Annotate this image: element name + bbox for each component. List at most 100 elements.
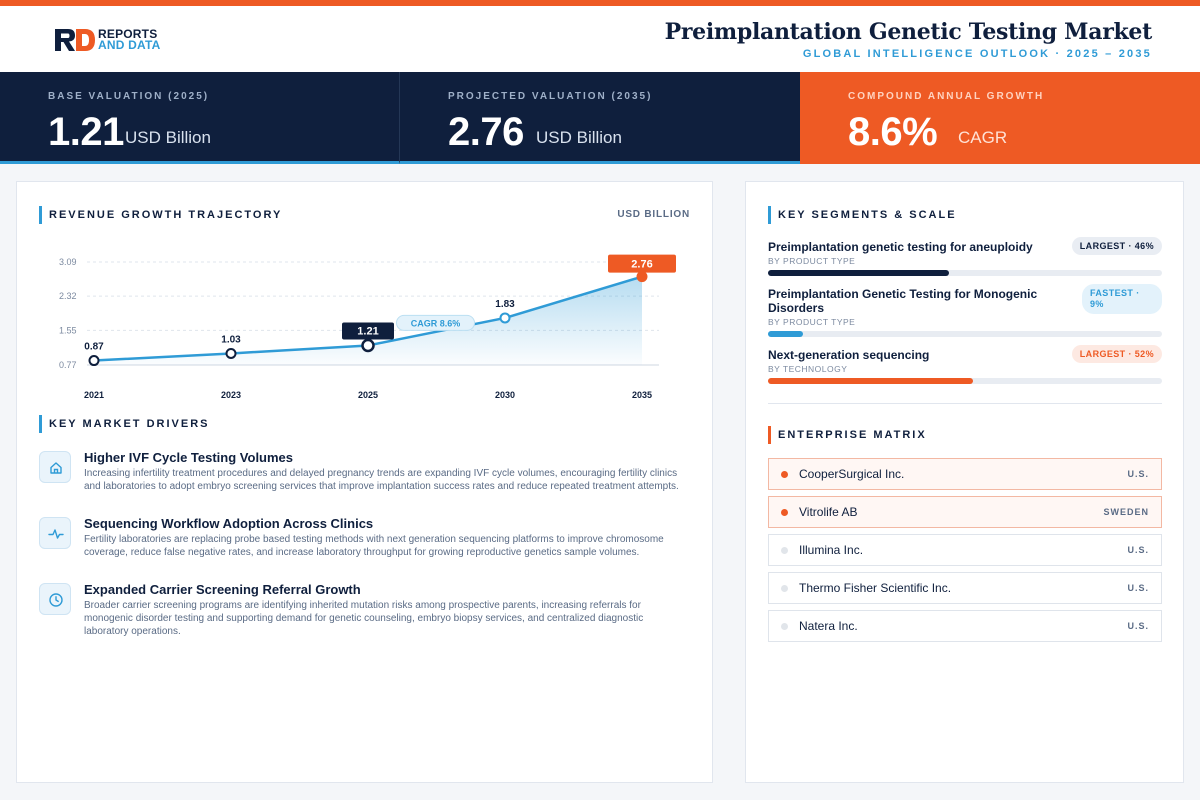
kpi-label: BASE VALUATION (2025) — [48, 91, 210, 102]
brand-line-1: REPORTS — [98, 27, 158, 41]
data-point — [225, 347, 237, 359]
data-point — [499, 312, 511, 324]
status-dot-icon — [781, 585, 788, 592]
drivers-section-title: KEY MARKET DRIVERS — [39, 415, 209, 433]
kpi-label: COMPOUND ANNUAL GROWTH — [848, 91, 1045, 102]
segment-share-bar — [768, 331, 1162, 337]
segment-name: Preimplantation genetic testing for aneu… — [768, 240, 1033, 254]
section-divider — [768, 403, 1162, 404]
segment-share-fill — [768, 378, 973, 384]
segment-share-fill — [768, 270, 950, 276]
driver-desc: Broader carrier screening programs are i… — [84, 600, 644, 637]
data-point — [361, 338, 375, 353]
kpi-projected-valuation: PROJECTED VALUATION (2035) 2.76 USD Bill… — [400, 72, 800, 164]
cagr-badge — [396, 314, 475, 331]
revenue-chart: 3.09 2.32 1.55 0.77 2021 2023 2025 2030 2035 CAG… — [59, 254, 676, 400]
driver-item: Sequencing Workflow Adoption Across Clin… — [39, 516, 689, 582]
status-dot-icon — [781, 547, 788, 554]
segments-section-title: KEY SEGMENTS & SCALE — [768, 206, 957, 224]
kpi-value: 2.76 — [448, 110, 524, 154]
driver-title: Expanded Carrier Screening Referral Grow… — [84, 582, 361, 597]
company-name: Thermo Fisher Scientific Inc. — [799, 581, 952, 595]
x-tick-label: 2035 — [632, 390, 652, 400]
home-icon — [39, 451, 71, 483]
company-name: Natera Inc. — [799, 619, 858, 633]
value-callout — [608, 254, 676, 273]
segment-share-bar — [768, 270, 1162, 276]
x-tick-label: 2023 — [221, 390, 241, 400]
company-row[interactable]: CooperSurgical Inc. U.S. — [768, 458, 1162, 490]
x-tick-label: 2025 — [358, 390, 378, 400]
brand-logo[interactable]: REPORTS AND DATA — [54, 28, 160, 52]
clock-icon — [39, 583, 71, 615]
segment-badge: FASTEST · 9% — [1082, 284, 1162, 314]
kpi-value: 1.21 — [48, 110, 124, 154]
status-dot-icon — [781, 623, 788, 630]
drivers-list: Higher IVF Cycle Testing Volumes Increas… — [39, 450, 689, 648]
chart-unit-tag: USD BILLION — [617, 209, 690, 220]
company-country: U.S. — [1127, 469, 1149, 479]
segment-name: Preimplantation Genetic Testing for Mono… — [768, 287, 1038, 315]
driver-title: Sequencing Workflow Adoption Across Clin… — [84, 516, 374, 531]
data-label: 0.87 — [84, 342, 104, 353]
y-tick-label: 2.32 — [59, 291, 77, 301]
driver-desc: Fertility laboratories are replacing pro… — [84, 534, 664, 558]
driver-title: Higher IVF Cycle Testing Volumes — [84, 450, 294, 465]
company-row[interactable]: Vitrolife AB SWEDEN — [768, 496, 1162, 528]
data-label: 1.21 — [357, 325, 378, 337]
y-tick-label: 3.09 — [59, 257, 77, 267]
page-title: Preimplantation Genetic Testing Market — [664, 19, 1153, 45]
driver-item: Higher IVF Cycle Testing Volumes Increas… — [39, 450, 689, 516]
area-fill — [94, 276, 642, 365]
y-tick-label: 0.77 — [59, 360, 77, 370]
company-country: SWEDEN — [1103, 507, 1149, 517]
company-country: U.S. — [1127, 621, 1149, 631]
data-label: 1.83 — [495, 299, 515, 310]
enterprise-section-title: ENTERPRISE MATRIX — [768, 426, 927, 444]
data-point — [636, 271, 648, 283]
cagr-badge-label: CAGR 8.6% — [411, 318, 461, 328]
company-row[interactable]: Thermo Fisher Scientific Inc. U.S. — [768, 572, 1162, 604]
segment-share-fill — [768, 331, 804, 337]
segment-badge: LARGEST · 46% — [1071, 237, 1162, 255]
kpi-strip: BASE VALUATION (2025) 1.21 USD Billion P… — [0, 72, 1200, 164]
kpi-unit: CAGR — [958, 128, 1008, 147]
segment-category: BY TECHNOLOGY — [768, 364, 848, 374]
page-header: REPORTS AND DATA Preimplantation Genetic… — [0, 6, 1200, 72]
company-name: Illumina Inc. — [799, 543, 864, 557]
company-row[interactable]: Illumina Inc. U.S. — [768, 534, 1162, 566]
segment-category: BY PRODUCT TYPE — [768, 317, 856, 327]
logo-mark-icon — [54, 28, 96, 52]
status-dot-icon — [781, 509, 788, 516]
segment-name: Next-generation sequencing — [768, 348, 930, 362]
company-country: U.S. — [1127, 545, 1149, 555]
segment-category: BY PRODUCT TYPE — [768, 256, 856, 266]
driver-item: Expanded Carrier Screening Referral Grow… — [39, 582, 689, 648]
revenue-section-title: REVENUE GROWTH TRAJECTORY — [39, 206, 282, 224]
page-subtitle: GLOBAL INTELLIGENCE OUTLOOK · 2025 – 203… — [802, 48, 1152, 60]
top-accent-stripe — [0, 0, 1200, 6]
segment-item: Preimplantation genetic testing for aneu… — [768, 237, 1162, 276]
segment-badge: LARGEST · 52% — [1071, 345, 1162, 363]
segment-share-bar — [768, 378, 1162, 384]
company-name: CooperSurgical Inc. — [799, 467, 905, 481]
x-tick-label: 2021 — [84, 390, 104, 400]
status-dot-icon — [781, 471, 788, 478]
x-tick-label: 2030 — [495, 390, 515, 400]
kpi-label: PROJECTED VALUATION (2035) — [448, 91, 653, 102]
y-tick-label: 1.55 — [59, 325, 77, 335]
segment-item: Next-generation sequencing BY TECHNOLOGY… — [768, 345, 1162, 384]
left-panel: REVENUE GROWTH TRAJECTORY USD BILLION 3.… — [16, 181, 713, 783]
kpi-unit: USD Billion — [536, 128, 622, 147]
kpi-cagr: COMPOUND ANNUAL GROWTH 8.6% CAGR — [800, 72, 1200, 164]
data-label: 1.03 — [221, 334, 241, 345]
company-country: U.S. — [1127, 583, 1149, 593]
kpi-value: 8.6% — [848, 110, 938, 154]
logo-wordmark: REPORTS AND DATA — [98, 27, 161, 52]
company-name: Vitrolife AB — [799, 505, 858, 519]
company-row[interactable]: Natera Inc. U.S. — [768, 610, 1162, 642]
right-panel: KEY SEGMENTS & SCALE Preimplantation gen… — [745, 181, 1184, 783]
value-callout — [342, 322, 394, 340]
kpi-base-valuation: BASE VALUATION (2025) 1.21 USD Billion — [0, 72, 400, 164]
brand-line-2: AND DATA — [98, 38, 161, 52]
